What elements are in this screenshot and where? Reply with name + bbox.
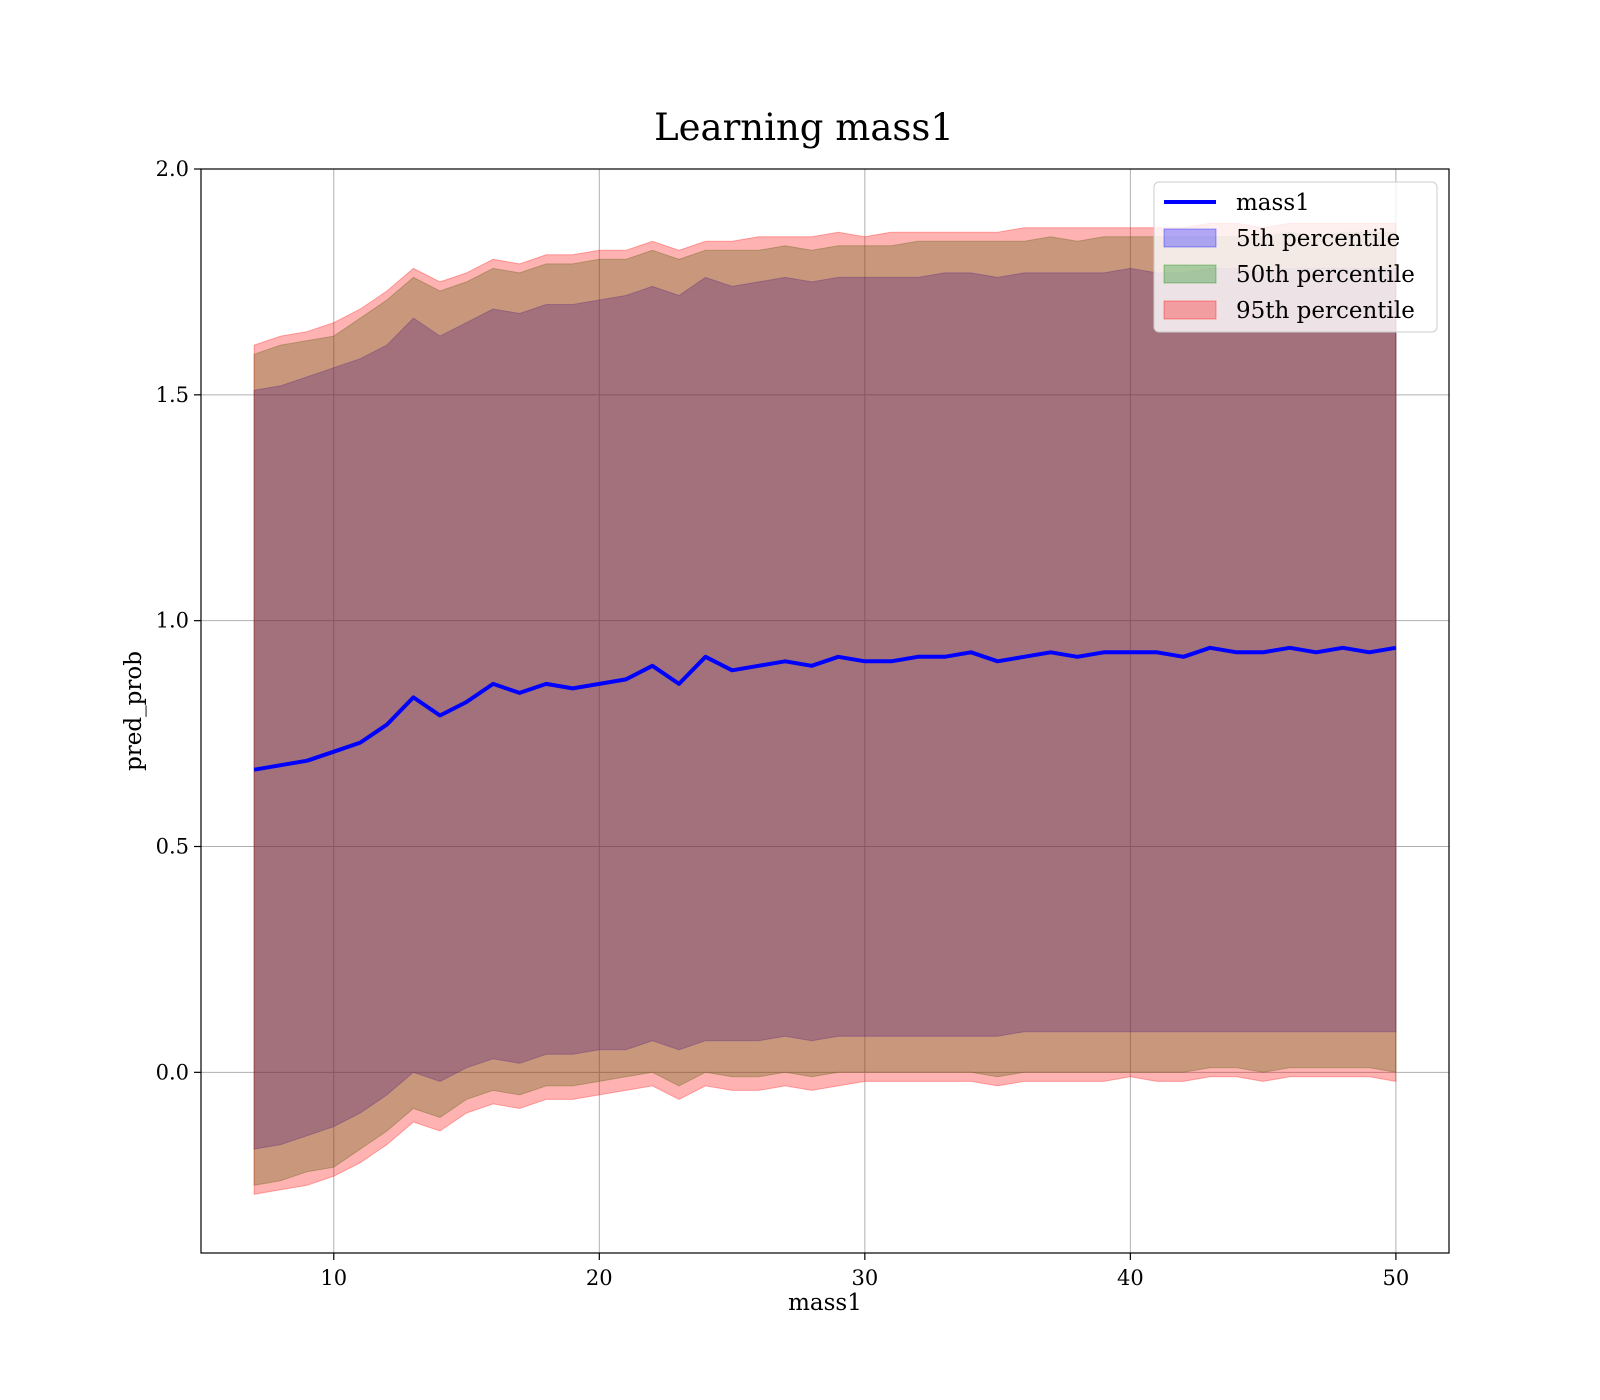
legend-swatch-95th-percentile xyxy=(1163,300,1217,320)
legend-box xyxy=(1153,181,1438,333)
percentile-bands xyxy=(253,222,1397,1195)
chart-title: Learning mass1 xyxy=(654,106,954,149)
y-tick-label: 1.5 xyxy=(156,383,189,407)
plot-frame xyxy=(200,168,1450,1254)
band-95th-percentile xyxy=(253,222,1397,1195)
legend-label-5th-percentile: 5th percentile xyxy=(1236,226,1400,252)
x-tick-label: 20 xyxy=(586,1266,613,1290)
x-tick-label: 40 xyxy=(1117,1266,1144,1290)
legend-swatch-50th-percentile xyxy=(1163,264,1217,284)
y-tick-label: 0.0 xyxy=(156,1060,189,1084)
y-axis-label: pred_prob xyxy=(121,651,147,771)
y-tick-label: 2.0 xyxy=(156,157,189,181)
y-tick-label: 1.0 xyxy=(156,609,189,633)
x-tick-label: 10 xyxy=(320,1266,347,1290)
y-tick-label: 0.5 xyxy=(156,835,189,859)
line-mass1 xyxy=(253,645,1397,772)
x-tick-label: 30 xyxy=(851,1266,878,1290)
legend-swatch-5th-percentile xyxy=(1163,228,1217,248)
band-5th-percentile xyxy=(253,267,1397,1150)
x-axis-label: mass1 xyxy=(788,1290,862,1316)
legend: mass1 5th percentile 50th percentile 95th p… xyxy=(1153,181,1438,333)
legend-label-mass1: mass1 xyxy=(1236,190,1310,216)
x-tick-label: 50 xyxy=(1383,1266,1410,1290)
y-axis-ticks: 0.0 0.5 1.0 1.5 2.0 xyxy=(156,157,201,1084)
band-50th-percentile xyxy=(253,231,1397,1186)
legend-label-95th-percentile: 95th percentile xyxy=(1236,298,1415,324)
x-axis-ticks: 10 20 30 40 50 xyxy=(320,1253,1409,1290)
line-series xyxy=(253,645,1397,772)
legend-label-50th-percentile: 50th percentile xyxy=(1236,262,1415,288)
